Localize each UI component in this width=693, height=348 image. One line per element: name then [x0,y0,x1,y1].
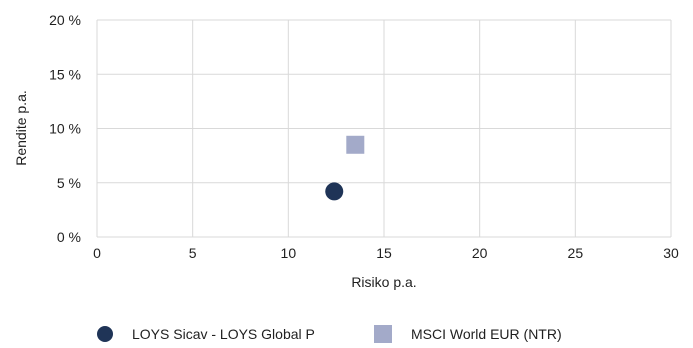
data-point-layer [325,135,365,201]
x-tick-label: 30 [663,245,679,261]
y-tick-label: 15 % [49,66,81,82]
grid-layer [96,19,672,238]
data-point-msci [346,135,365,154]
legend-label-loys: LOYS Sicav - LOYS Global P [132,326,315,342]
x-tick-label: 0 [93,245,101,261]
x-tick-label: 5 [189,245,197,261]
y-tick-label: 10 % [49,121,81,137]
x-tick-label: 15 [376,245,392,261]
legend-marker-msci [374,325,392,343]
legend-marker-loys [97,326,113,342]
legend: LOYS Sicav - LOYS Global P MSCI World EU… [97,325,562,343]
data-point-loys [325,182,344,201]
x-tick-label: 25 [568,245,584,261]
x-axis-title: Risiko p.a. [351,274,416,290]
tick-label-layer: 0 % 5 % 10 % 15 % 20 % 0 5 10 15 20 25 30 [49,12,679,261]
y-tick-label: 5 % [57,175,81,191]
y-tick-label: 0 % [57,229,81,245]
x-tick-label: 10 [281,245,297,261]
y-axis-title: Rendite p.a. [13,90,29,166]
legend-label-msci: MSCI World EUR (NTR) [411,326,562,342]
x-tick-label: 20 [472,245,488,261]
y-tick-label: 20 % [49,12,81,28]
